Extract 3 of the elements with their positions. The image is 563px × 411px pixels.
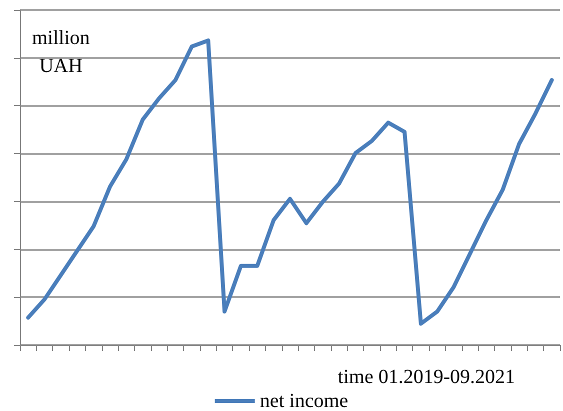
y-axis-title: million UAH <box>32 27 90 77</box>
x-axis-title: time 01.2019-09.2021 <box>338 366 515 388</box>
legend-label: net income <box>260 390 348 411</box>
